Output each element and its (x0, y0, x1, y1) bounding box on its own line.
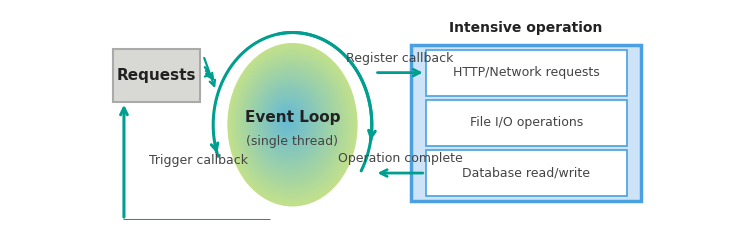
Ellipse shape (243, 64, 338, 183)
Text: Requests: Requests (117, 68, 197, 83)
Ellipse shape (251, 72, 330, 173)
Ellipse shape (249, 71, 332, 175)
Ellipse shape (271, 99, 306, 142)
Ellipse shape (258, 82, 322, 162)
Ellipse shape (273, 101, 303, 140)
Ellipse shape (232, 50, 352, 199)
Ellipse shape (235, 53, 348, 194)
Ellipse shape (254, 77, 326, 167)
Ellipse shape (270, 97, 307, 144)
Ellipse shape (260, 84, 319, 160)
Ellipse shape (270, 98, 306, 143)
Ellipse shape (246, 68, 335, 178)
Ellipse shape (259, 83, 320, 161)
Ellipse shape (240, 60, 341, 187)
Ellipse shape (266, 92, 311, 150)
Ellipse shape (244, 65, 337, 181)
Ellipse shape (253, 75, 327, 169)
Ellipse shape (278, 108, 298, 132)
Ellipse shape (242, 62, 340, 185)
Ellipse shape (274, 103, 302, 138)
Ellipse shape (229, 45, 356, 204)
Ellipse shape (273, 102, 303, 139)
FancyBboxPatch shape (425, 100, 626, 146)
Text: Intensive operation: Intensive operation (450, 21, 603, 35)
Ellipse shape (257, 81, 322, 163)
Ellipse shape (238, 56, 345, 191)
Ellipse shape (227, 43, 357, 206)
Ellipse shape (241, 61, 341, 186)
Ellipse shape (247, 69, 334, 177)
Ellipse shape (228, 44, 357, 206)
Ellipse shape (284, 116, 289, 122)
Ellipse shape (277, 107, 298, 133)
Ellipse shape (252, 74, 328, 170)
Ellipse shape (265, 91, 312, 151)
Ellipse shape (250, 71, 331, 174)
Ellipse shape (276, 105, 300, 135)
Ellipse shape (235, 52, 349, 196)
Ellipse shape (281, 111, 294, 128)
Ellipse shape (232, 49, 352, 200)
Ellipse shape (285, 117, 289, 121)
Ellipse shape (231, 48, 353, 201)
Ellipse shape (245, 66, 336, 180)
Ellipse shape (238, 57, 344, 190)
Ellipse shape (279, 109, 297, 131)
Ellipse shape (248, 70, 333, 176)
Text: Register callback: Register callback (346, 52, 454, 65)
Ellipse shape (233, 51, 351, 198)
Ellipse shape (260, 85, 319, 158)
Ellipse shape (264, 90, 314, 153)
Text: Trigger callback: Trigger callback (149, 154, 249, 167)
Ellipse shape (269, 96, 308, 145)
Ellipse shape (279, 109, 295, 130)
Ellipse shape (230, 46, 355, 203)
Text: File I/O operations: File I/O operations (469, 116, 583, 129)
Ellipse shape (262, 87, 317, 156)
Text: HTTP/Network requests: HTTP/Network requests (452, 66, 599, 79)
Ellipse shape (275, 104, 301, 137)
Ellipse shape (262, 88, 316, 155)
Ellipse shape (268, 95, 309, 146)
Ellipse shape (230, 47, 354, 202)
Ellipse shape (239, 58, 344, 189)
Ellipse shape (261, 86, 318, 157)
Ellipse shape (257, 80, 323, 164)
Ellipse shape (267, 93, 311, 148)
Text: Database read/write: Database read/write (462, 166, 590, 180)
FancyBboxPatch shape (425, 150, 626, 196)
Ellipse shape (246, 67, 336, 179)
Ellipse shape (284, 115, 290, 124)
Ellipse shape (254, 76, 327, 168)
Text: Event Loop: Event Loop (245, 110, 340, 125)
Ellipse shape (268, 94, 310, 147)
Ellipse shape (237, 55, 346, 192)
FancyBboxPatch shape (412, 45, 641, 201)
FancyBboxPatch shape (113, 49, 200, 102)
Text: (single thread): (single thread) (246, 135, 338, 148)
Text: Operation complete: Operation complete (338, 152, 463, 165)
Ellipse shape (236, 54, 347, 193)
Ellipse shape (234, 52, 349, 197)
Ellipse shape (276, 106, 299, 134)
Ellipse shape (282, 113, 292, 125)
Ellipse shape (255, 78, 325, 166)
Ellipse shape (280, 110, 295, 129)
FancyBboxPatch shape (425, 50, 626, 96)
Ellipse shape (256, 79, 324, 165)
Ellipse shape (281, 112, 293, 127)
Ellipse shape (243, 63, 339, 184)
Ellipse shape (265, 90, 314, 152)
Ellipse shape (251, 73, 330, 171)
Ellipse shape (263, 89, 315, 154)
Ellipse shape (272, 100, 305, 141)
Ellipse shape (240, 59, 343, 188)
Ellipse shape (283, 114, 291, 124)
Ellipse shape (286, 118, 288, 120)
